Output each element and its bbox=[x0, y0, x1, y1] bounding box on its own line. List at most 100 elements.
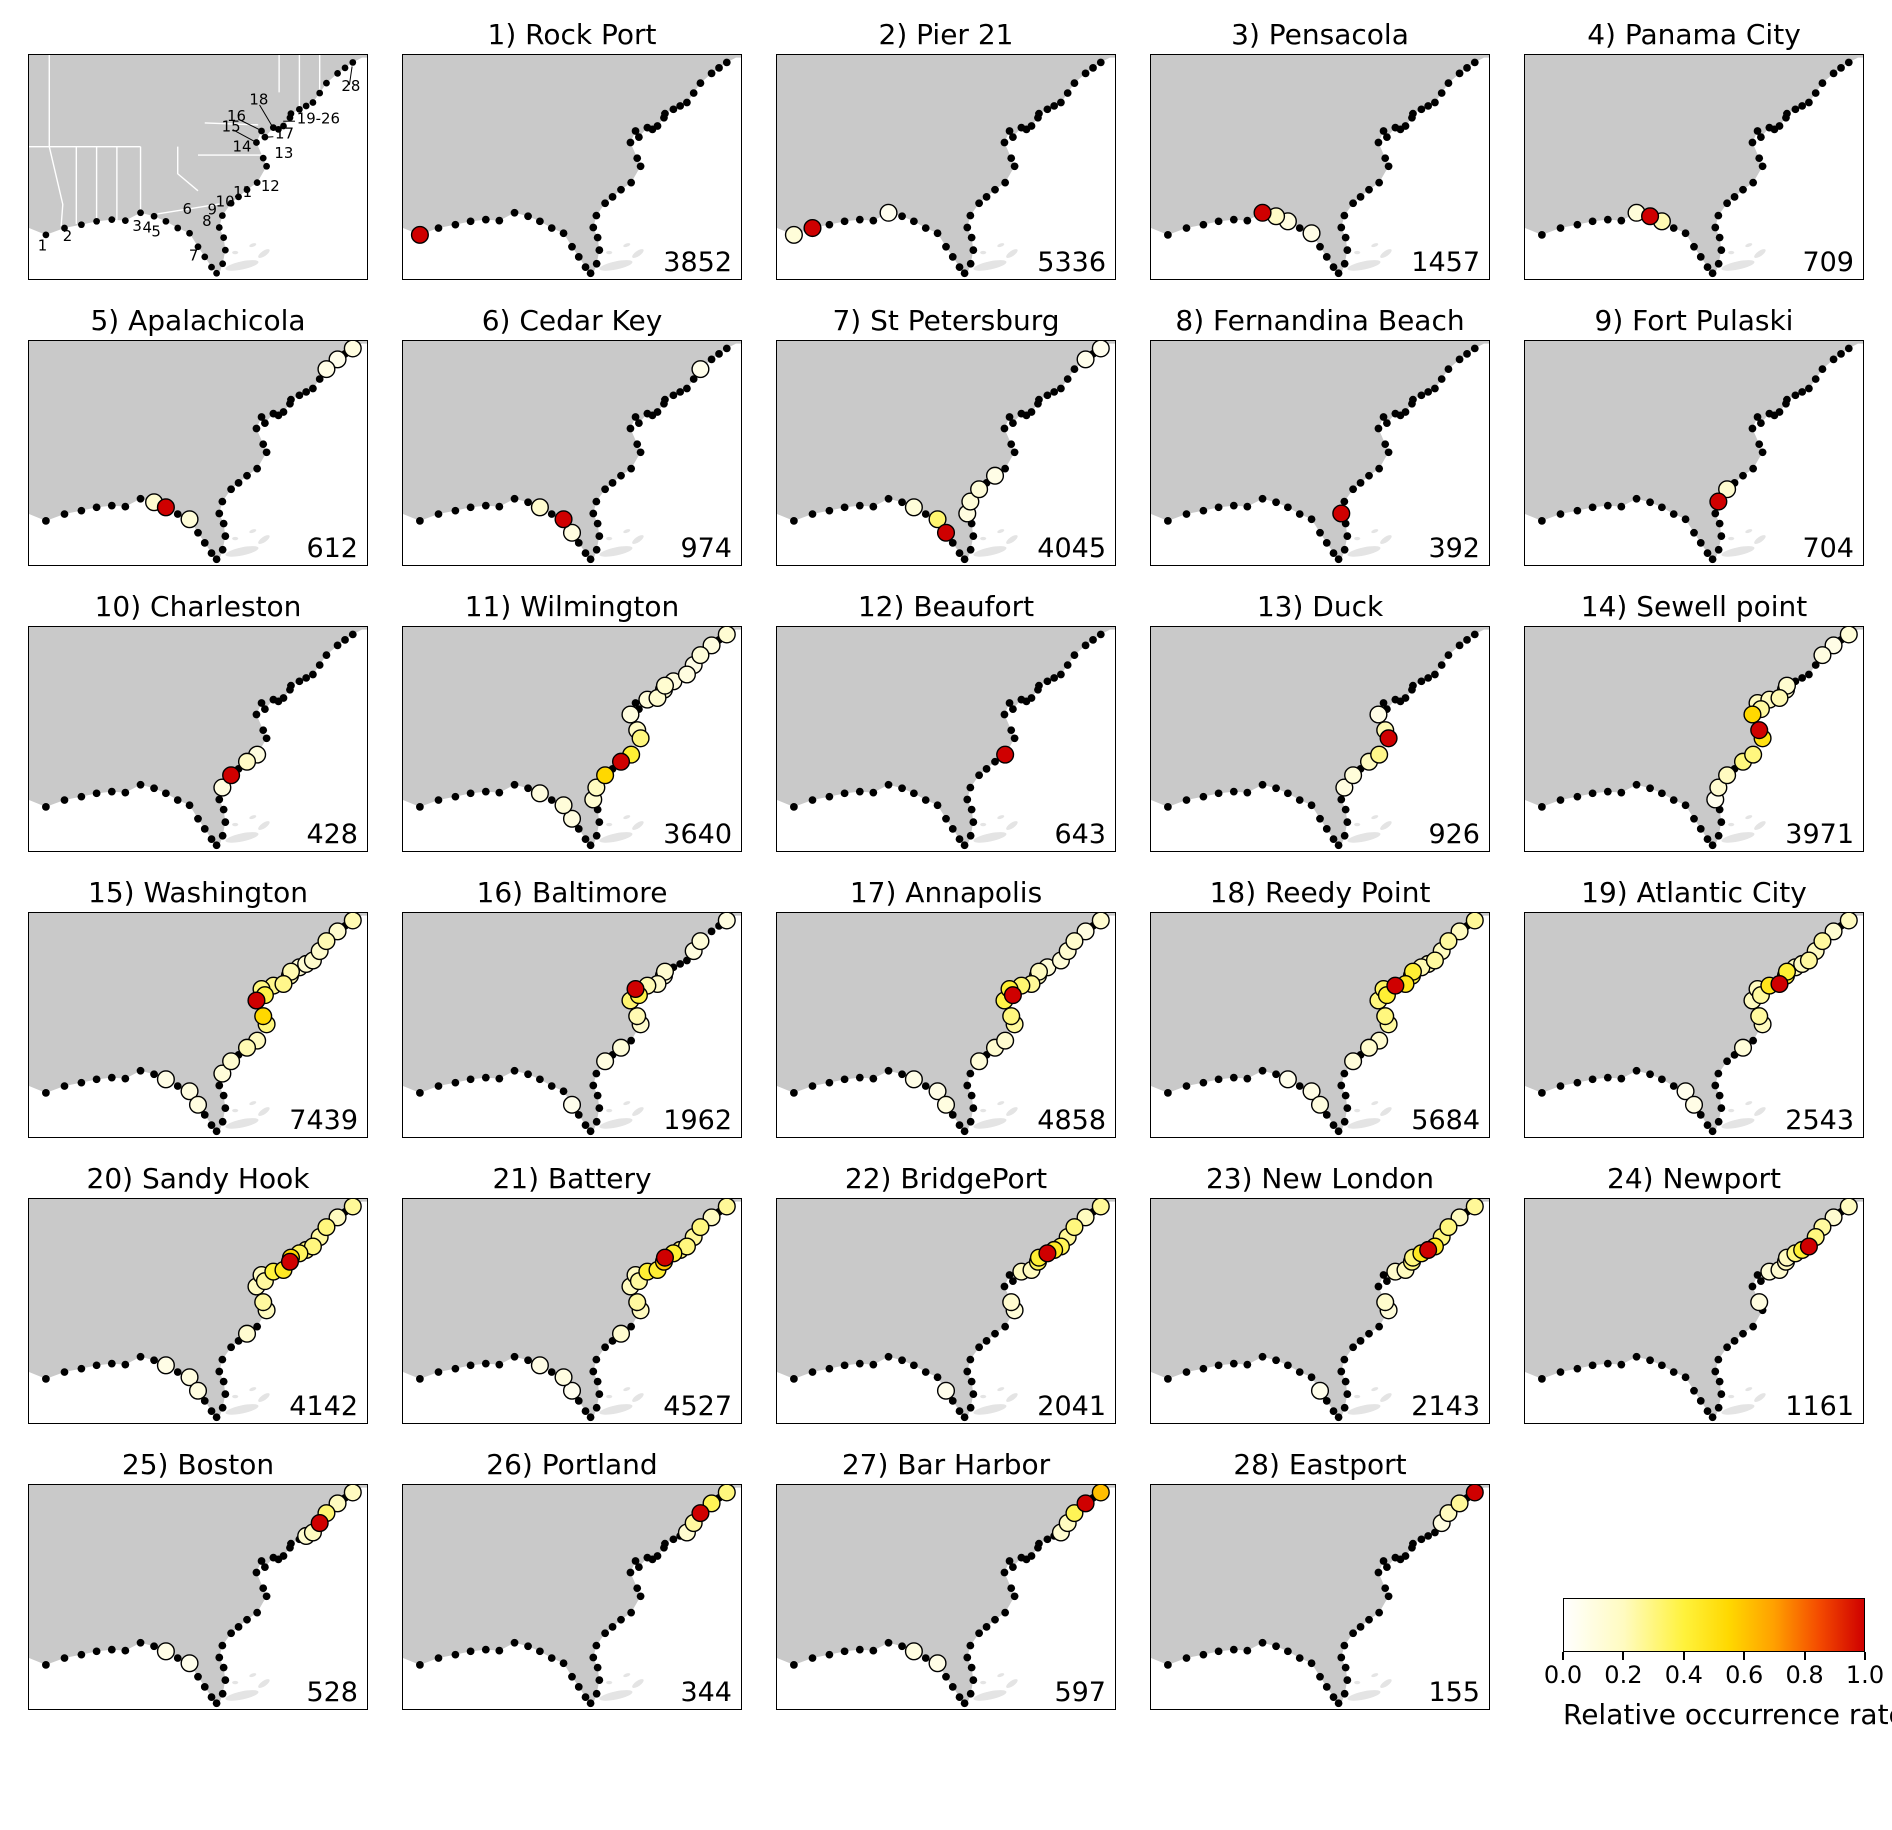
station-dot bbox=[524, 1356, 532, 1365]
station-dot bbox=[1089, 636, 1097, 644]
occurrence-dot bbox=[530, 1356, 549, 1375]
station-dot bbox=[1284, 789, 1292, 798]
map-panel-17: 17) Annapolis 4858 bbox=[759, 876, 1133, 1138]
island-shape bbox=[1745, 243, 1753, 248]
island-shape bbox=[232, 250, 239, 255]
station-dot bbox=[510, 208, 519, 217]
station-dot bbox=[136, 1638, 145, 1647]
station-dot bbox=[416, 1661, 424, 1669]
station-dot bbox=[536, 1075, 544, 1084]
occurrence-dot bbox=[717, 1485, 736, 1502]
station-dot bbox=[581, 1121, 590, 1129]
station-dot bbox=[840, 503, 849, 512]
station-dot bbox=[1337, 1081, 1346, 1090]
station-dot bbox=[581, 1693, 590, 1701]
station-dot bbox=[1715, 1091, 1724, 1100]
station-dot bbox=[1717, 532, 1726, 541]
station-dot bbox=[1409, 1539, 1417, 1548]
panel-map bbox=[29, 1199, 367, 1422]
station-dot bbox=[960, 1699, 969, 1708]
station-dot bbox=[136, 1352, 145, 1361]
station-dot bbox=[257, 699, 266, 707]
station-dot bbox=[966, 831, 975, 840]
occurrence-dot bbox=[904, 1642, 923, 1661]
state-border-line bbox=[177, 146, 199, 192]
map-panel-26: 26) Portland 344 bbox=[385, 1448, 759, 1731]
occurrence-dot bbox=[1335, 778, 1354, 797]
station-dot bbox=[194, 814, 202, 823]
island-shape bbox=[1754, 821, 1766, 830]
station-dot bbox=[840, 1075, 849, 1084]
station-dot bbox=[1748, 1282, 1757, 1291]
station-dot bbox=[808, 1082, 817, 1090]
panel-count: 5684 bbox=[1411, 1105, 1480, 1136]
station-dot bbox=[1632, 780, 1641, 789]
island-shape bbox=[980, 1680, 987, 1685]
island-shape bbox=[1754, 1107, 1766, 1116]
island-shape bbox=[606, 1680, 613, 1685]
island-shape bbox=[632, 1393, 644, 1402]
station-dot bbox=[1182, 1368, 1191, 1376]
station-dot bbox=[921, 796, 930, 804]
station-dot bbox=[1409, 395, 1417, 404]
station-dot bbox=[633, 440, 642, 449]
station-dot bbox=[1295, 1654, 1304, 1662]
station-dot bbox=[982, 192, 991, 201]
station-dot bbox=[825, 1078, 834, 1087]
occurrence-dot bbox=[554, 796, 573, 815]
map-frame: 428 bbox=[28, 626, 368, 852]
station-number-label: 7 bbox=[189, 247, 198, 265]
colorbar-tick: 0.6 bbox=[1725, 1661, 1764, 1689]
station-dot bbox=[1818, 79, 1827, 88]
station-dot bbox=[1229, 787, 1238, 796]
station-dot bbox=[960, 841, 969, 850]
station-dot bbox=[722, 344, 731, 353]
station-dot bbox=[1340, 211, 1349, 220]
station-dot bbox=[627, 464, 636, 473]
station-dot bbox=[1043, 1535, 1052, 1544]
map-frame: 926 bbox=[1150, 626, 1490, 852]
station-dot bbox=[960, 269, 969, 278]
station-dot bbox=[42, 803, 50, 811]
station-dot bbox=[963, 1081, 972, 1090]
station-dot bbox=[715, 350, 723, 358]
station-dot bbox=[808, 1368, 817, 1376]
station-dot bbox=[1384, 1592, 1393, 1601]
station-dot bbox=[1463, 64, 1471, 72]
station-dot bbox=[1681, 801, 1690, 810]
island-shape bbox=[599, 1690, 633, 1701]
station-dot bbox=[77, 1364, 86, 1373]
station-dot bbox=[136, 780, 145, 789]
panel-grid: 1 2 3 4 5 6 7 8 9 10 11 12 13 14 15 16 17 18 19-26 28 1) Roc… bbox=[11, 18, 1892, 1731]
station-dot bbox=[451, 220, 460, 229]
station-dot bbox=[1714, 211, 1723, 220]
panel-count: 528 bbox=[306, 1677, 358, 1708]
station-dot bbox=[495, 216, 504, 225]
map-frame: 2041 bbox=[776, 1198, 1116, 1424]
station-dot bbox=[1343, 246, 1352, 255]
station-dot bbox=[595, 246, 604, 255]
island-shape bbox=[1354, 1394, 1361, 1399]
station-dot bbox=[910, 217, 918, 226]
island-shape bbox=[258, 1393, 270, 1402]
station-dot bbox=[595, 1104, 604, 1113]
station-dot bbox=[1334, 1699, 1343, 1708]
station-dot bbox=[162, 217, 170, 225]
island-shape bbox=[632, 535, 644, 544]
station-dot bbox=[1329, 549, 1338, 557]
station-dot bbox=[1349, 1343, 1357, 1352]
station-dot bbox=[274, 411, 283, 420]
station-dot bbox=[173, 1368, 182, 1376]
station-dot bbox=[257, 413, 266, 421]
station-dot bbox=[207, 1121, 216, 1129]
station-dot bbox=[586, 555, 595, 564]
station-dot bbox=[808, 1654, 817, 1662]
station-dot bbox=[1057, 384, 1065, 393]
panel-title: 13) Duck bbox=[1256, 590, 1384, 623]
station-number-label: 12 bbox=[261, 177, 280, 195]
station-dot bbox=[481, 1359, 490, 1368]
station-dot bbox=[1588, 503, 1597, 512]
panel-count: 2143 bbox=[1411, 1391, 1480, 1422]
station-dot bbox=[201, 253, 209, 261]
map-panel-21: 21) Battery 4527 bbox=[385, 1162, 759, 1424]
